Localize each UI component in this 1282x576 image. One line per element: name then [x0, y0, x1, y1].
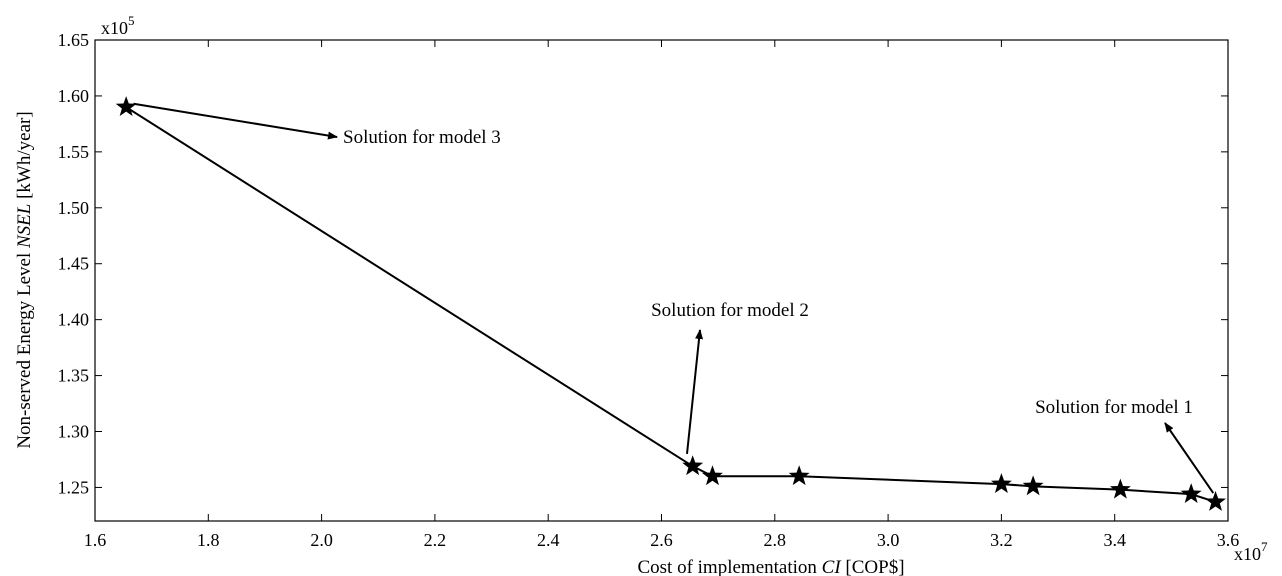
y-tick-label: 1.30 — [58, 422, 90, 442]
x-tick-label: 3.6 — [1217, 530, 1240, 550]
y-tick-label: 1.25 — [58, 477, 90, 497]
y-tick-label: 1.50 — [58, 198, 90, 218]
star-marker — [1180, 483, 1202, 504]
annotation-label: Solution for model 1 — [1035, 397, 1193, 418]
star-marker — [682, 455, 704, 476]
x-tick-label: 3.0 — [877, 530, 900, 550]
annotation-label: Solution for model 3 — [343, 127, 501, 148]
x-tick-label: 1.6 — [84, 530, 107, 550]
data-markers — [115, 96, 1226, 511]
star-marker — [1109, 478, 1131, 499]
ticks — [94, 39, 1229, 521]
star-marker — [788, 465, 810, 486]
star-marker — [1022, 475, 1044, 496]
annotations: Solution for model 3 Solution for model 2… — [133, 102, 1215, 494]
x-tick-label: 2.2 — [424, 530, 447, 550]
x-tick-label: 2.4 — [537, 530, 560, 550]
y-tick-label: 1.60 — [58, 86, 90, 106]
annotation-arrow — [1164, 422, 1215, 494]
x-tick-label: 1.8 — [197, 530, 220, 550]
y-tick-label: 1.55 — [58, 142, 90, 162]
y-multiplier: x105 — [101, 13, 135, 38]
plot-frame — [94, 39, 1229, 522]
star-marker — [990, 473, 1012, 493]
x-tick-label: 3.2 — [990, 530, 1013, 550]
y-axis-label: Non-served Energy Level NSEL [kWh/year] — [14, 111, 35, 448]
y-tick-label: 1.45 — [58, 254, 90, 274]
tick-labels: 1.6 1.8 2.0 2.2 2.4 2.6 2.8 3.0 3.2 3.4 3.6 1.25 1.3… — [58, 30, 1240, 550]
x-tick-label: 2.0 — [310, 530, 333, 550]
star-marker — [702, 465, 723, 486]
star-marker — [115, 96, 137, 117]
y-tick-label: 1.35 — [58, 366, 90, 386]
x-axis-label: Cost of implementation CI [COP$] — [637, 557, 904, 576]
y-tick-label: 1.65 — [58, 30, 90, 50]
x-tick-label: 2.6 — [650, 530, 673, 550]
x-multiplier: x107 — [1234, 539, 1268, 564]
x-tick-label: 3.4 — [1103, 530, 1126, 550]
annotation-label: Solution for model 2 — [651, 300, 809, 321]
annotation-arrow — [686, 329, 704, 454]
annotation-arrow — [133, 102, 338, 140]
x-tick-label: 2.8 — [764, 530, 787, 550]
star-marker — [1205, 490, 1226, 511]
y-tick-label: 1.40 — [58, 310, 90, 330]
